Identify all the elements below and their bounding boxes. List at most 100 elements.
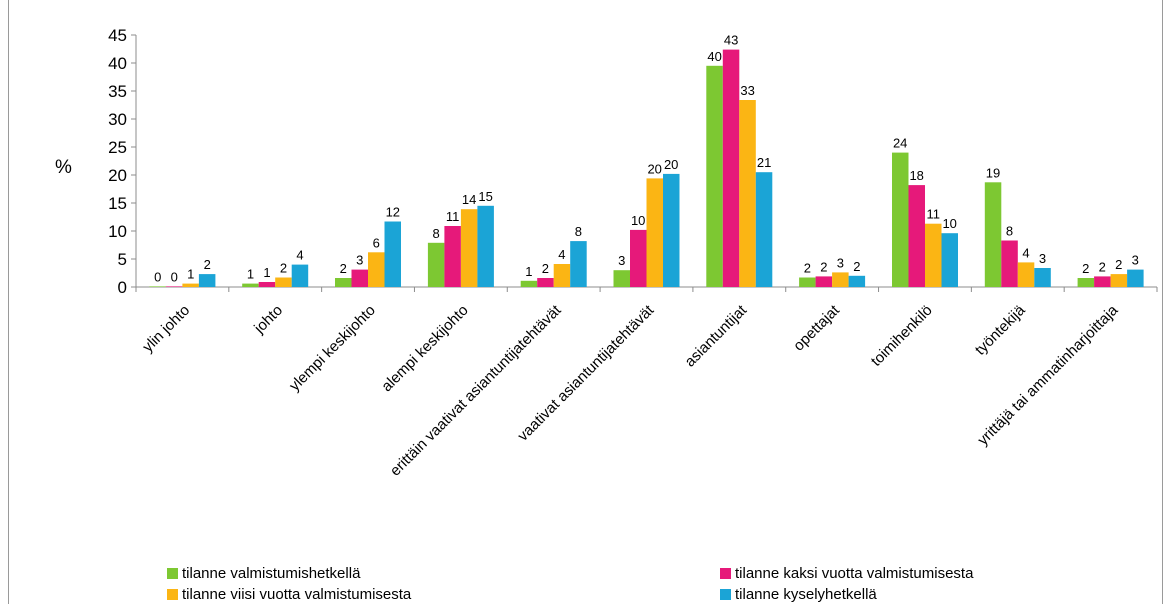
bar bbox=[570, 241, 587, 287]
bar bbox=[242, 283, 259, 287]
legend-swatch-2 bbox=[167, 589, 178, 600]
data-label: 43 bbox=[724, 33, 738, 48]
bar bbox=[941, 233, 958, 287]
data-label: 12 bbox=[386, 205, 400, 220]
bar bbox=[755, 172, 773, 287]
y-tick-label: 10 bbox=[108, 222, 127, 241]
bar bbox=[908, 185, 925, 287]
legend-swatch-3 bbox=[720, 589, 731, 600]
data-label: 2 bbox=[804, 261, 811, 276]
category-label: ylin johto bbox=[139, 302, 193, 356]
bar bbox=[537, 278, 554, 287]
category-label: työntekijä bbox=[972, 301, 1029, 358]
data-label: 1 bbox=[247, 267, 254, 282]
category-label: toimihenkilö bbox=[868, 302, 936, 370]
data-label: 3 bbox=[618, 253, 625, 268]
data-label: 8 bbox=[432, 226, 439, 241]
y-tick-label: 20 bbox=[108, 166, 127, 185]
data-label: 15 bbox=[478, 189, 492, 204]
data-label: 10 bbox=[631, 213, 645, 228]
legend-swatch-1 bbox=[720, 568, 731, 579]
bar bbox=[520, 280, 538, 287]
bar bbox=[984, 182, 1002, 287]
legend-item-2: tilanne viisi vuotta valmistumisesta bbox=[167, 586, 411, 603]
bars bbox=[149, 49, 1144, 287]
bar bbox=[1077, 278, 1095, 287]
bar bbox=[722, 49, 740, 287]
category-label: alempi keskijohto bbox=[378, 302, 471, 395]
y-tick-label: 30 bbox=[108, 110, 127, 129]
bar bbox=[815, 276, 833, 287]
bar bbox=[275, 277, 292, 287]
data-label: 2 bbox=[1115, 257, 1122, 272]
bar bbox=[291, 264, 309, 287]
legend-item-3: tilanne kyselyhetkellä bbox=[720, 586, 877, 603]
data-label: 8 bbox=[1006, 224, 1013, 239]
y-tick-label: 5 bbox=[118, 250, 127, 269]
data-label: 18 bbox=[909, 168, 923, 183]
data-label: 2 bbox=[1082, 261, 1089, 276]
bar bbox=[630, 229, 647, 287]
data-label: 20 bbox=[647, 161, 661, 176]
data-label: 20 bbox=[664, 157, 678, 172]
data-label: 1 bbox=[525, 264, 532, 279]
data-label: 2 bbox=[340, 261, 347, 276]
data-label: 40 bbox=[707, 49, 721, 64]
bar bbox=[1034, 268, 1051, 287]
data-label: 21 bbox=[757, 155, 771, 170]
data-label: 1 bbox=[187, 267, 194, 282]
bar bbox=[1127, 269, 1144, 287]
data-label: 0 bbox=[154, 269, 161, 284]
bar bbox=[1017, 262, 1035, 287]
bar bbox=[335, 278, 352, 287]
data-label: 4 bbox=[1022, 245, 1029, 260]
category-label: johto bbox=[250, 302, 286, 338]
category-labels: ylin johto johto ylempi keskijohto alempi k… bbox=[139, 301, 1122, 479]
bar bbox=[460, 209, 478, 287]
data-label: 8 bbox=[575, 224, 582, 239]
bar bbox=[149, 286, 166, 287]
legend-label-0: tilanne valmistumishetkellä bbox=[182, 565, 361, 582]
y-tick-label: 45 bbox=[108, 26, 127, 45]
bar bbox=[1094, 276, 1111, 287]
y-tick-label: 0 bbox=[118, 278, 127, 297]
bar bbox=[165, 286, 183, 287]
data-label: 3 bbox=[1132, 253, 1139, 268]
bar bbox=[892, 152, 909, 287]
data-label: 24 bbox=[893, 136, 907, 151]
data-label: 2 bbox=[204, 257, 211, 272]
legend-swatch-0 bbox=[167, 568, 178, 579]
data-label: 19 bbox=[986, 165, 1000, 180]
bar bbox=[427, 242, 445, 287]
data-label: 33 bbox=[740, 83, 754, 98]
legend-label-3: tilanne kyselyhetkellä bbox=[735, 586, 877, 603]
bar bbox=[613, 270, 630, 287]
bar bbox=[444, 226, 461, 287]
y-tick-label: 35 bbox=[108, 82, 127, 101]
data-label: 3 bbox=[837, 255, 844, 270]
bar bbox=[848, 275, 866, 287]
data-label: 2 bbox=[1099, 259, 1106, 274]
bar bbox=[1110, 274, 1128, 287]
category-label: asiantuntijat bbox=[682, 301, 751, 370]
category-label: erittäin vaativat asiantuntijatehtävät bbox=[387, 301, 565, 479]
y-axis-label: % bbox=[55, 157, 72, 178]
data-label: 10 bbox=[942, 216, 956, 231]
bar bbox=[663, 173, 680, 287]
bar bbox=[384, 221, 401, 287]
data-label: 2 bbox=[853, 259, 860, 274]
bar bbox=[925, 223, 942, 287]
y-tick-label: 15 bbox=[108, 194, 127, 213]
y-tick-label: 25 bbox=[108, 138, 127, 157]
bar bbox=[258, 282, 276, 287]
bar bbox=[739, 100, 756, 287]
bar bbox=[351, 269, 368, 287]
legend-label-2: tilanne viisi vuotta valmistumisesta bbox=[182, 586, 412, 603]
data-label: 4 bbox=[296, 248, 303, 263]
bar bbox=[182, 283, 199, 287]
data-label: 3 bbox=[356, 253, 363, 268]
legend-label-1: tilanne kaksi vuotta valmistumisesta bbox=[735, 565, 974, 582]
bar bbox=[368, 252, 385, 287]
